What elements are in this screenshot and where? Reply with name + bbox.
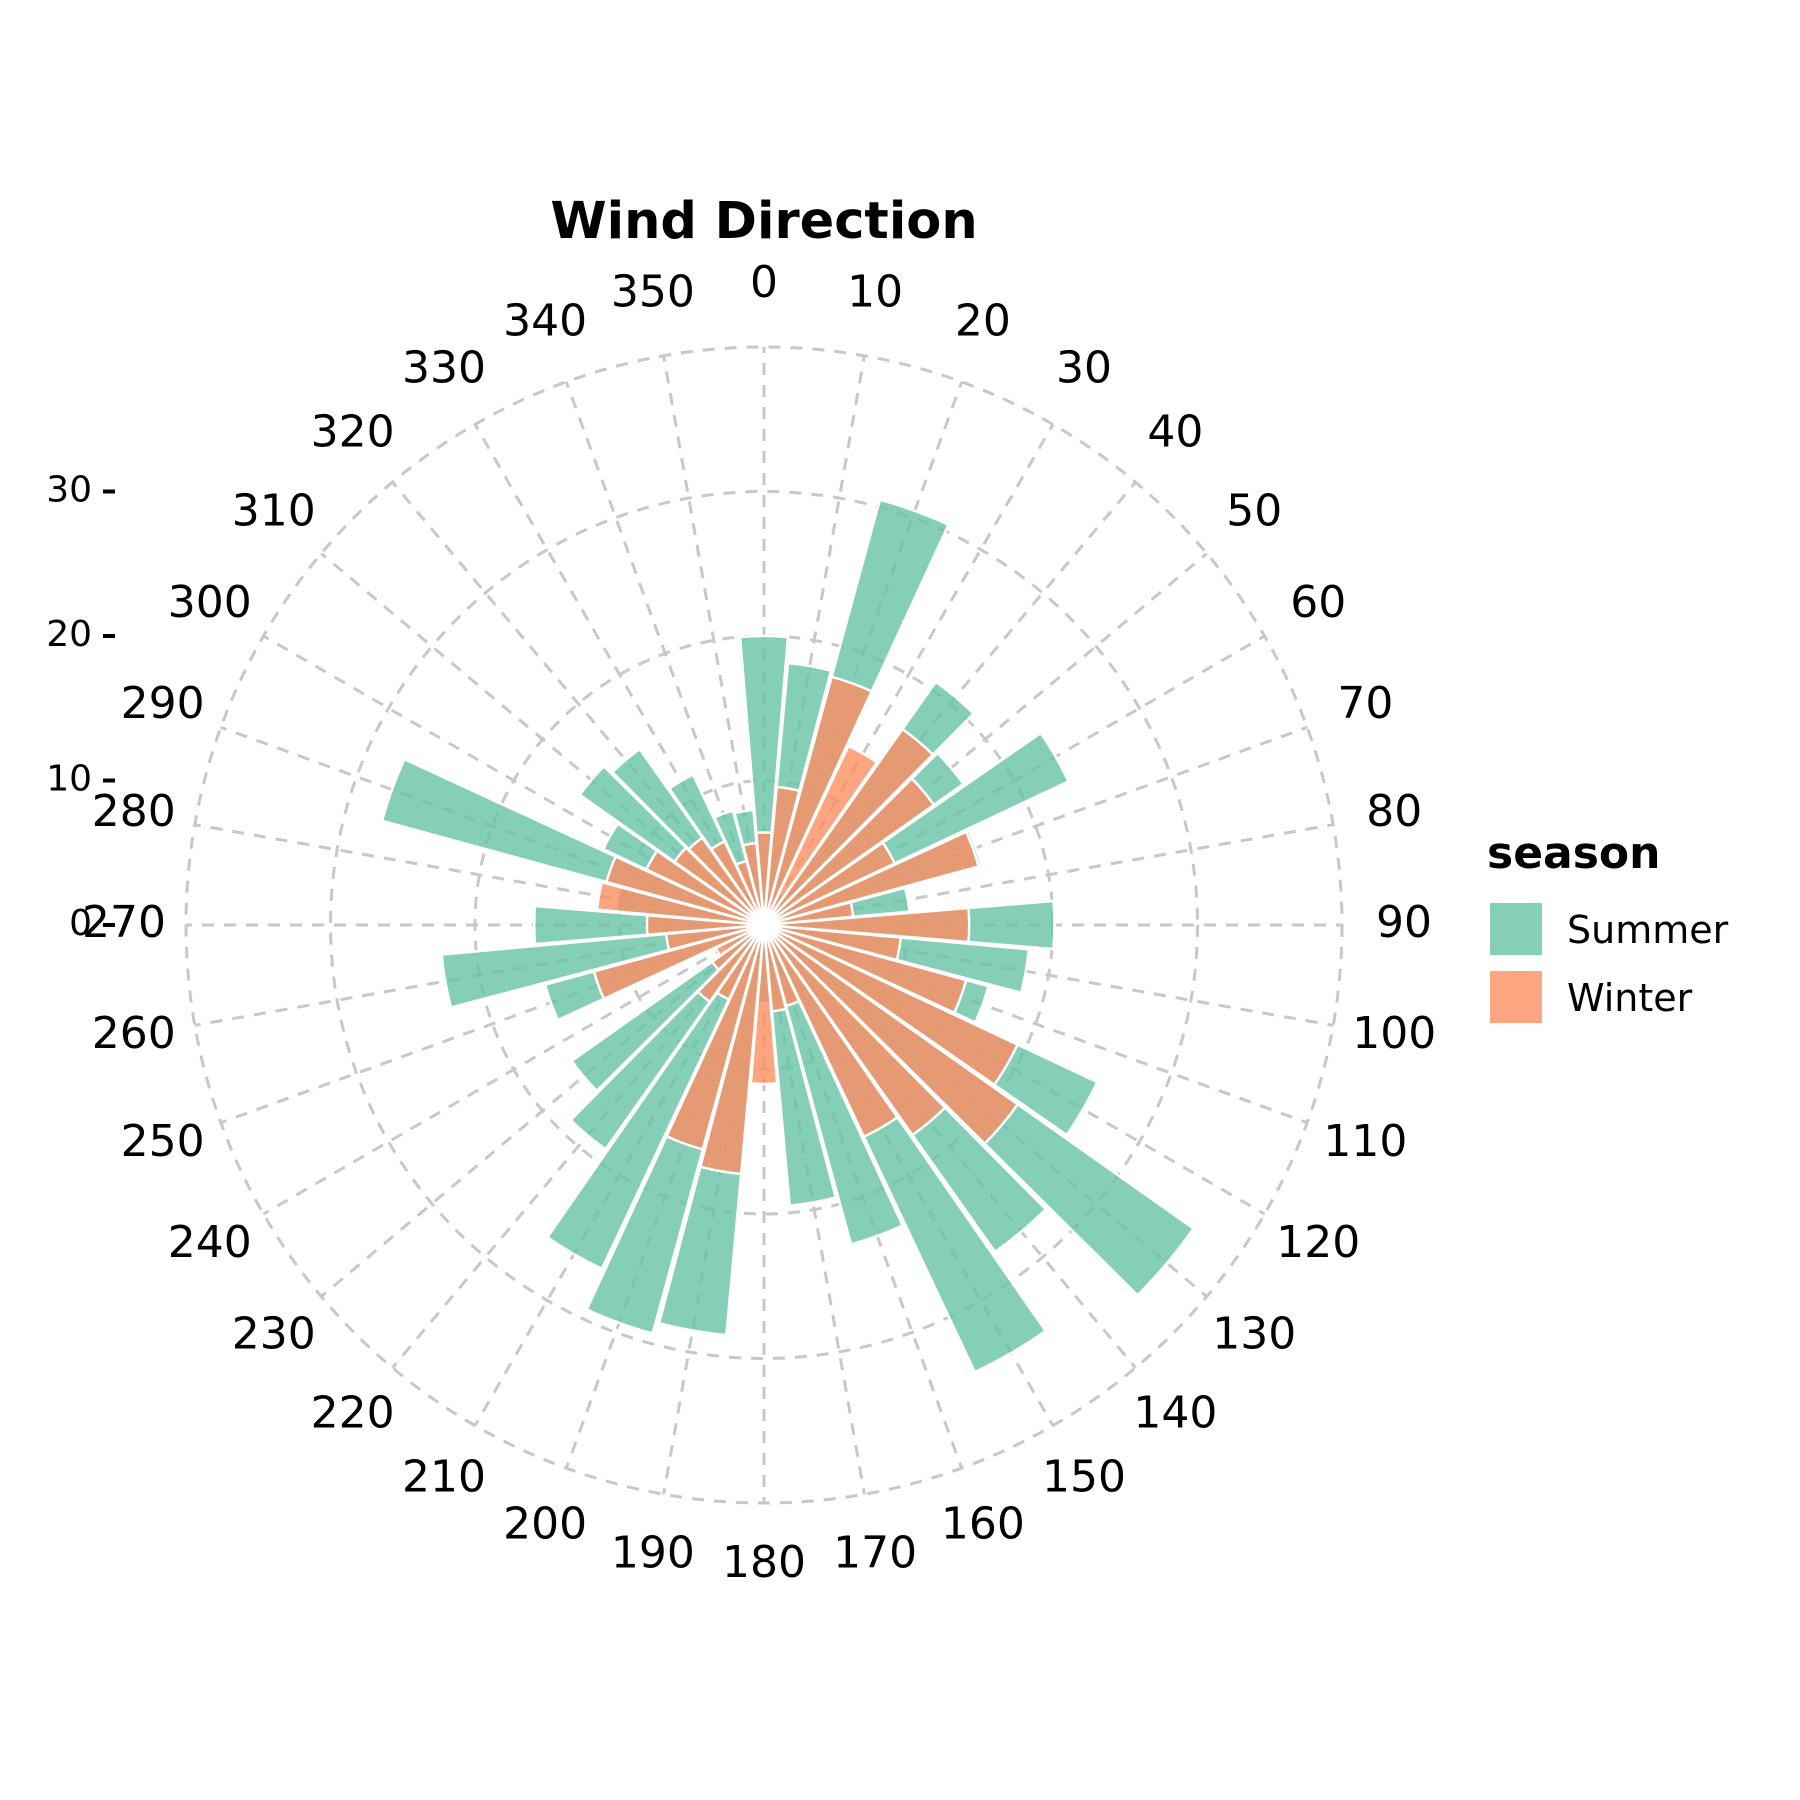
angle-tick-label: 140 [1133, 1387, 1217, 1438]
bar-winter-200 [664, 924, 766, 1151]
angle-tick-label: 260 [92, 1008, 176, 1059]
angle-tick-label: 130 [1212, 1308, 1296, 1359]
angle-tick-label: 310 [232, 486, 316, 537]
legend-label-winter: Winter [1567, 976, 1693, 1020]
angle-tick-label: 160 [941, 1498, 1025, 1549]
labels-layer: 0 102030405060708090100110120130140150160… [46, 257, 1436, 1588]
angle-tick-label: 70 [1337, 678, 1393, 729]
radial-gridline [329, 490, 1199, 1360]
radial-tick-label: 0 [69, 903, 92, 944]
angle-tick-label: 10 [847, 267, 903, 318]
angle-tick-label: 290 [121, 678, 205, 729]
angle-tick-label: 340 [503, 296, 587, 347]
angle-tick-label: 200 [503, 1498, 587, 1549]
bar-winter-180 [749, 924, 779, 1086]
bar-winter-120 [763, 923, 1020, 1087]
bar-summer-0 [738, 634, 790, 926]
angle-tick-label: 210 [402, 1451, 486, 1502]
radial-tick-label: 30 [46, 470, 92, 511]
angle-tick-label: 220 [311, 1387, 395, 1438]
angle-tick-label: 100 [1352, 1008, 1436, 1059]
bar-winter-110 [763, 923, 968, 1015]
bar-winter-20 [762, 675, 874, 926]
angle-tick-label: 90 [1376, 897, 1432, 948]
bar-winter-150 [762, 924, 900, 1139]
bar-winter-60 [763, 840, 897, 927]
legend-swatch-winter [1490, 971, 1542, 1023]
bar-winter-250 [592, 923, 765, 1001]
angle-tick-label: 270 [82, 897, 166, 948]
angle-tick-label: 60 [1290, 577, 1346, 628]
bar-winter-140 [762, 924, 947, 1137]
bar-winter-320 [686, 835, 766, 926]
bar-winter-310 [672, 845, 765, 927]
bars-layer [380, 498, 1196, 1374]
angle-tick-label: 230 [232, 1308, 316, 1359]
bar-winter-220 [696, 924, 766, 1004]
bar-winter-330 [709, 839, 766, 926]
angle-tick-label: 110 [1323, 1116, 1407, 1167]
angle-tick-label: 120 [1276, 1217, 1360, 1268]
angle-tick-label: 50 [1226, 486, 1282, 537]
angle-tick-label: 40 [1147, 407, 1203, 458]
bar-summer-210 [545, 924, 766, 1271]
bar-winter-130 [763, 923, 1020, 1146]
bar-winter-350 [741, 841, 766, 926]
bar-summer-160 [762, 924, 905, 1246]
bar-winter-300 [644, 849, 765, 927]
angle-tick-label: 170 [833, 1527, 917, 1578]
legend-swatch-summer [1490, 903, 1542, 955]
chart-title: Wind Direction [550, 192, 977, 251]
bar-winter-30 [762, 744, 879, 926]
legend-title: season [1487, 828, 1660, 879]
angle-tick-label: 30 [1056, 343, 1112, 394]
angle-tick-label: 330 [402, 343, 486, 394]
legend-label-summer: Summer [1567, 908, 1729, 952]
angle-tick-label: 280 [92, 786, 176, 837]
angular-gridline [262, 923, 765, 1216]
bar-winter-290 [604, 854, 765, 927]
angle-tick-label: 250 [121, 1116, 205, 1167]
bar-winter-50 [763, 776, 936, 927]
angle-tick-label: 300 [168, 577, 252, 628]
bar-winter-90 [763, 906, 971, 944]
angle-tick-label: 350 [611, 267, 695, 318]
angle-tick-label: 240 [168, 1217, 252, 1268]
bar-winter-70 [763, 830, 981, 927]
angle-tick-label: 0 [750, 257, 778, 308]
radial-tick-label: 10 [46, 759, 92, 800]
legend: season Summer Winter [1487, 828, 1729, 1023]
bar-winter-230 [710, 923, 765, 972]
angle-tick-label: 20 [955, 296, 1011, 347]
angle-tick-label: 180 [722, 1537, 806, 1588]
radial-tick-label: 20 [46, 614, 92, 655]
angle-tick-label: 190 [611, 1527, 695, 1578]
bar-winter-40 [762, 727, 935, 926]
angle-tick-label: 320 [311, 407, 395, 458]
angle-tick-label: 80 [1366, 786, 1422, 837]
angle-tick-label: 150 [1042, 1451, 1126, 1502]
